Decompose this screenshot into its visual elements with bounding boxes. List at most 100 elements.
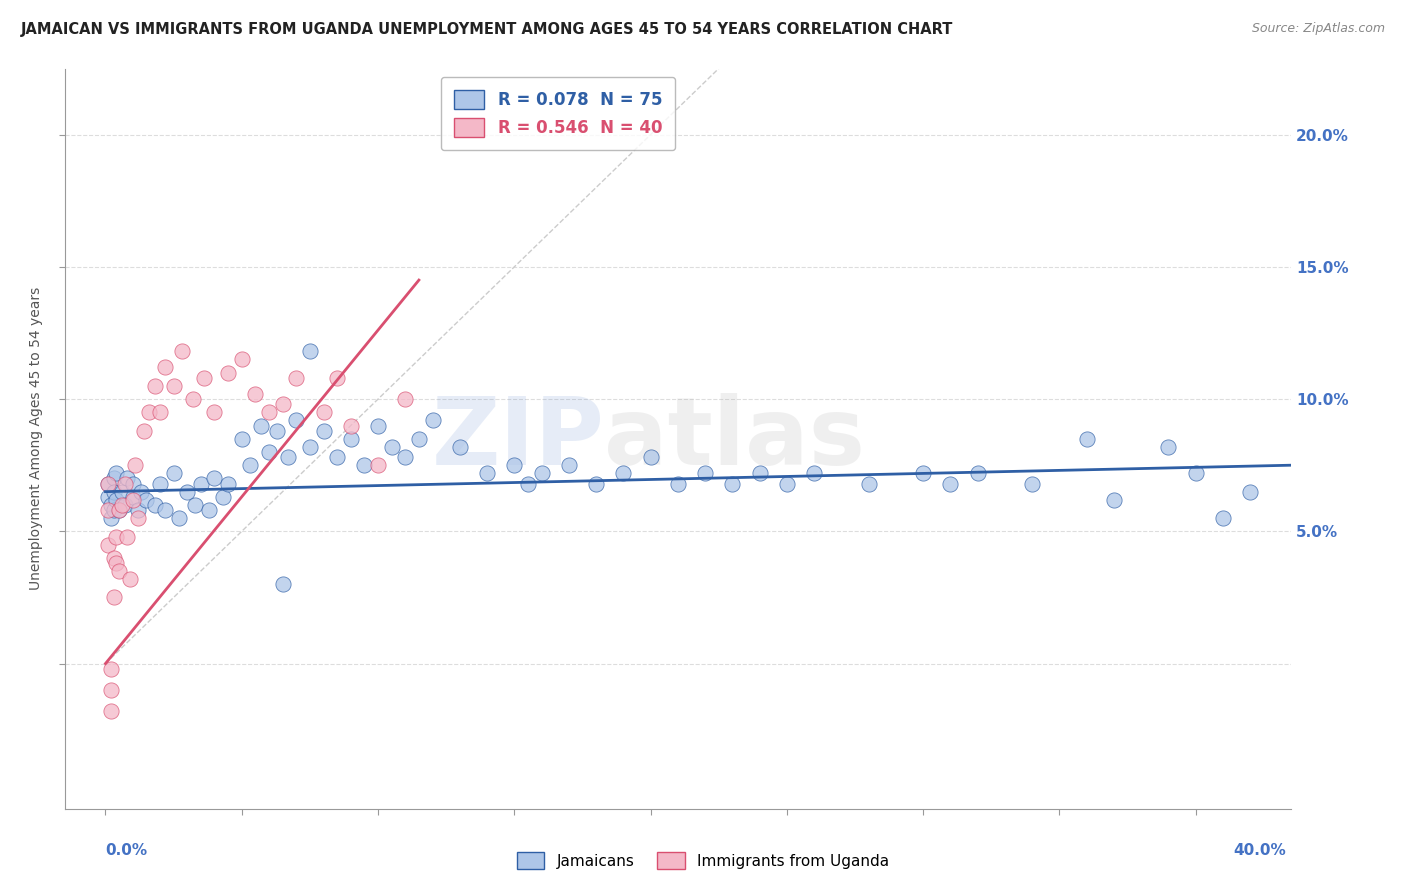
Point: [250, 418, 273, 433]
Point: [97, 476, 120, 491]
Point: [326, 450, 349, 465]
Point: [127, 503, 149, 517]
Point: [381, 440, 404, 454]
Point: [108, 564, 131, 578]
Point: [100, 498, 122, 512]
Point: [640, 450, 662, 465]
Point: [97, 476, 120, 491]
Point: [105, 556, 128, 570]
Point: [103, 591, 125, 605]
Point: [449, 440, 471, 454]
Point: [176, 484, 198, 499]
Point: [184, 498, 207, 512]
Point: [326, 371, 349, 385]
Point: [503, 458, 526, 473]
Point: [97, 503, 120, 517]
Point: [394, 392, 416, 406]
Point: [748, 466, 770, 480]
Point: [394, 450, 416, 465]
Point: [475, 466, 498, 480]
Point: [143, 379, 166, 393]
Point: [271, 577, 294, 591]
Point: [516, 476, 538, 491]
Point: [190, 476, 212, 491]
Point: [339, 432, 361, 446]
Point: [132, 424, 155, 438]
Point: [353, 458, 375, 473]
Point: [1157, 440, 1180, 454]
Point: [312, 405, 335, 419]
Point: [1212, 511, 1234, 525]
Point: [111, 484, 134, 499]
Point: [266, 424, 288, 438]
Point: [239, 458, 262, 473]
Point: [162, 466, 184, 480]
Point: [257, 445, 280, 459]
Point: [298, 440, 321, 454]
Point: [693, 466, 716, 480]
Text: JAMAICAN VS IMMIGRANTS FROM UGANDA UNEMPLOYMENT AMONG AGES 45 TO 54 YEARS CORREL: JAMAICAN VS IMMIGRANTS FROM UGANDA UNEMP…: [21, 22, 953, 37]
Point: [204, 405, 226, 419]
Point: [108, 503, 131, 517]
Point: [558, 458, 581, 473]
Point: [118, 572, 141, 586]
Point: [111, 498, 134, 512]
Point: [121, 492, 143, 507]
Point: [367, 418, 389, 433]
Point: [912, 466, 935, 480]
Point: [97, 537, 120, 551]
Point: [129, 484, 152, 499]
Point: [149, 405, 172, 419]
Point: [127, 511, 149, 525]
Text: atlas: atlas: [605, 392, 865, 484]
Point: [138, 405, 160, 419]
Point: [277, 450, 299, 465]
Legend: R = 0.078  N = 75, R = 0.546  N = 40: R = 0.078 N = 75, R = 0.546 N = 40: [441, 77, 675, 151]
Point: [103, 550, 125, 565]
Point: [114, 476, 136, 491]
Point: [100, 662, 122, 676]
Point: [408, 432, 430, 446]
Point: [217, 476, 239, 491]
Point: [257, 405, 280, 419]
Text: ZIP: ZIP: [432, 392, 605, 484]
Point: [966, 466, 988, 480]
Y-axis label: Unemployment Among Ages 45 to 54 years: Unemployment Among Ages 45 to 54 years: [30, 287, 44, 591]
Point: [143, 498, 166, 512]
Point: [1184, 466, 1206, 480]
Point: [339, 418, 361, 433]
Point: [103, 471, 125, 485]
Point: [105, 492, 128, 507]
Point: [124, 458, 146, 473]
Point: [193, 371, 215, 385]
Point: [117, 530, 139, 544]
Point: [170, 344, 193, 359]
Point: [181, 392, 204, 406]
Point: [108, 503, 131, 517]
Point: [105, 466, 128, 480]
Point: [204, 471, 226, 485]
Point: [162, 379, 184, 393]
Point: [858, 476, 880, 491]
Point: [666, 476, 689, 491]
Point: [231, 432, 253, 446]
Point: [100, 511, 122, 525]
Point: [97, 490, 120, 504]
Point: [103, 484, 125, 499]
Point: [105, 530, 128, 544]
Point: [1021, 476, 1043, 491]
Point: [285, 413, 308, 427]
Point: [530, 466, 553, 480]
Point: [211, 490, 233, 504]
Point: [114, 498, 136, 512]
Point: [585, 476, 607, 491]
Point: [100, 704, 122, 718]
Point: [271, 397, 294, 411]
Point: [155, 503, 177, 517]
Point: [217, 366, 239, 380]
Point: [939, 476, 962, 491]
Point: [422, 413, 444, 427]
Point: [231, 352, 253, 367]
Point: [135, 492, 157, 507]
Point: [100, 683, 122, 698]
